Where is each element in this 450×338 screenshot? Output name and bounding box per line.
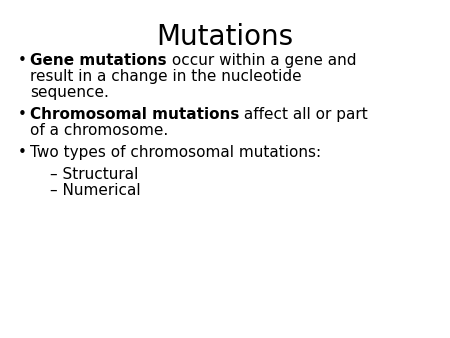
Text: •: •	[18, 53, 27, 68]
Text: sequence.: sequence.	[30, 85, 109, 100]
Text: •: •	[18, 107, 27, 122]
Text: affect all or part: affect all or part	[239, 107, 368, 122]
Text: occur within a gene and: occur within a gene and	[166, 53, 356, 68]
Text: Gene mutations: Gene mutations	[30, 53, 166, 68]
Text: •: •	[18, 145, 27, 160]
Text: Mutations: Mutations	[157, 23, 293, 51]
Text: – Numerical: – Numerical	[50, 183, 140, 198]
Text: result in a change in the nucleotide: result in a change in the nucleotide	[30, 69, 301, 84]
Text: Two types of chromosomal mutations:: Two types of chromosomal mutations:	[30, 145, 321, 160]
Text: Chromosomal mutations: Chromosomal mutations	[30, 107, 239, 122]
Text: – Structural: – Structural	[50, 167, 139, 182]
Text: of a chromosome.: of a chromosome.	[30, 123, 168, 138]
